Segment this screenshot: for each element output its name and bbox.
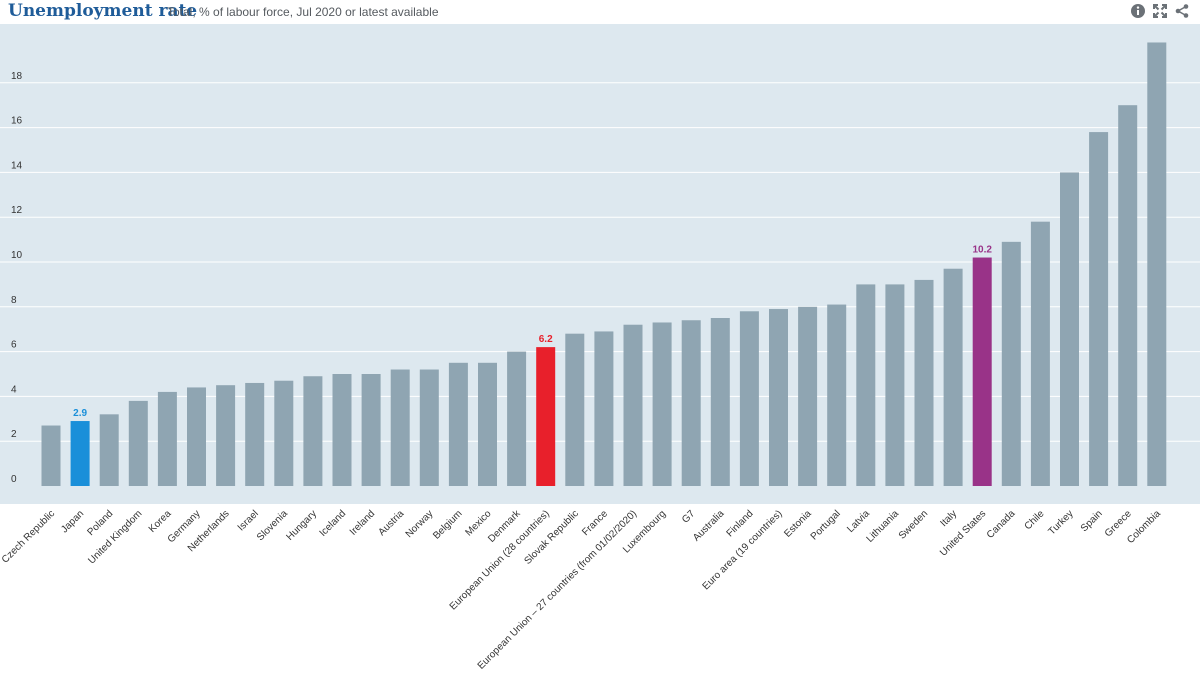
x-label-ireland: Ireland [348,508,377,537]
chart-toolbar [1130,3,1190,19]
bar-spain[interactable] [1089,132,1109,486]
bar-lithuania[interactable] [885,284,905,486]
y-tick-14: 14 [11,160,23,171]
bar-norway[interactable] [419,369,439,486]
bar-iceland[interactable] [332,374,352,486]
x-label-slovenia: Slovenia [255,508,290,543]
bar-greece[interactable] [1118,105,1138,486]
x-label-czech-republic: Czech Republic [0,508,57,565]
chart-header: Unemployment rate Total, % of labour for… [0,0,1200,24]
bar-netherlands[interactable] [216,385,236,486]
bar-turkey[interactable] [1060,172,1079,486]
bar-european-union-27-countries-from-01-02-2020[interactable] [623,324,643,486]
bar-denmark[interactable] [507,351,527,486]
bar-japan[interactable] [70,421,90,486]
bar-israel[interactable] [245,382,265,486]
y-tick-0: 0 [11,474,17,485]
x-label-lithuania: Lithuania [865,508,902,545]
bar-mexico[interactable] [478,362,497,486]
bars [41,42,1167,486]
y-tick-2: 2 [11,429,17,440]
bar-united-states[interactable] [972,257,992,486]
y-tick-12: 12 [11,205,23,216]
bar-chile[interactable] [1030,221,1050,486]
x-label-hungary: Hungary [285,508,320,543]
x-label-belgium: Belgium [431,508,464,541]
x-label-sweden: Sweden [897,508,930,541]
bar-ireland[interactable] [361,374,381,486]
y-tick-6: 6 [11,340,17,351]
x-label-chile: Chile [1023,508,1047,532]
bar-belgium[interactable] [448,362,468,486]
x-label-turkey: Turkey [1046,508,1075,537]
data-label-united-states: 10.2 [972,245,992,256]
x-label-norway: Norway [404,508,436,540]
data-label-japan: 2.9 [73,408,87,419]
y-tick-10: 10 [11,250,23,261]
y-tick-18: 18 [11,71,23,82]
x-label-australia: Australia [691,508,727,544]
x-label-g7: G7 [680,508,698,526]
bar-estonia[interactable] [798,306,818,486]
y-tick-16: 16 [11,116,23,127]
bar-slovak-republic[interactable] [565,333,585,486]
info-icon[interactable] [1130,3,1146,19]
bar-italy[interactable] [943,268,963,486]
chart-subtitle: Total, % of labour force, Jul 2020 or la… [167,5,439,19]
bar-germany[interactable] [187,387,206,486]
bar-latvia[interactable] [856,284,876,486]
share-icon[interactable] [1174,3,1190,19]
x-label-portugal: Portugal [809,508,843,542]
bar-australia[interactable] [710,318,730,486]
bar-european-union-28-countries[interactable] [536,347,556,486]
chart-title: Unemployment rate [8,1,198,21]
y-tick-4: 4 [11,384,17,395]
bar-portugal[interactable] [827,304,847,486]
bar-euro-area-19-countries[interactable] [769,309,788,486]
y-tick-8: 8 [11,295,17,306]
expand-icon[interactable] [1152,3,1168,19]
x-label-israel: Israel [236,508,261,533]
data-labels: 2.9 6.2 10.2 [73,245,992,420]
x-label-korea: Korea [147,508,174,535]
bar-poland[interactable] [99,414,119,486]
y-axis-ticks: 0 2 4 6 8 10 12 14 16 18 [11,71,23,485]
x-label-austria: Austria [377,508,407,538]
x-label-italy: Italy [938,508,959,529]
bar-luxembourg[interactable] [652,322,672,486]
bar-sweden[interactable] [914,279,934,486]
bar-czech-republic[interactable] [41,425,61,486]
x-label-spain: Spain [1079,508,1105,534]
data-label-european-union-28-countries: 6.2 [539,334,553,345]
bar-austria[interactable] [390,369,410,486]
x-label-united-kingdom: United Kingdom [86,508,144,566]
x-label-iceland: Iceland [318,508,349,539]
bar-finland[interactable] [739,311,759,486]
bar-g7[interactable] [681,320,701,486]
bar-korea[interactable] [157,391,177,486]
bar-colombia[interactable] [1147,42,1167,486]
bar-hungary[interactable] [303,376,323,486]
x-label-slovak-republic: Slovak Republic [522,508,580,566]
bar-canada[interactable] [1001,241,1021,486]
bar-france[interactable] [594,331,614,486]
x-label-japan: Japan [59,508,86,535]
bar-united-kingdom[interactable] [128,400,148,486]
x-label-latvia: Latvia [845,508,872,535]
bar-slovenia[interactable] [274,380,294,486]
x-label-canada: Canada [985,508,1018,541]
